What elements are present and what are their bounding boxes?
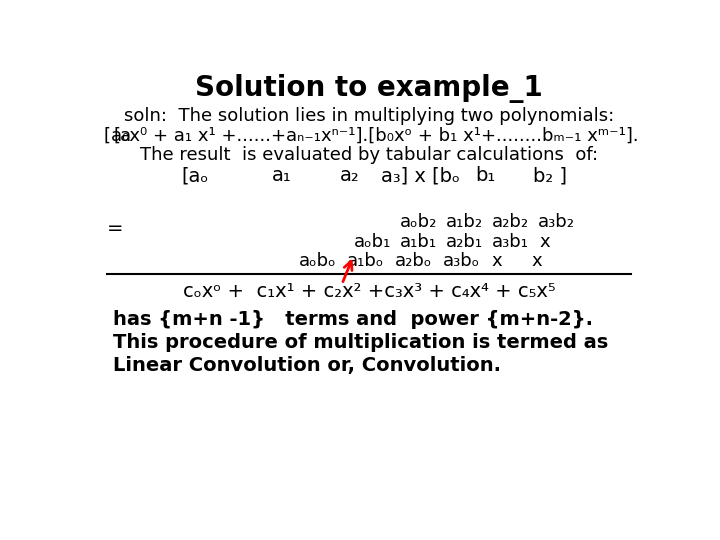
Text: a₂b₁: a₂b₁ — [446, 233, 483, 251]
Text: x: x — [492, 252, 502, 270]
Text: a₁bₒ: a₁bₒ — [347, 252, 384, 270]
Text: [a₀x⁰ + a₁ x¹ +......+aₙ₋₁xⁿ⁻¹].[b₀xᵒ + b₁ x¹+........bₘ₋₁ xᵐ⁻¹].: [a₀x⁰ + a₁ x¹ +......+aₙ₋₁xⁿ⁻¹].[b₀xᵒ + … — [104, 126, 639, 144]
Text: has {m+n -1}   terms and  power {m+n-2}.: has {m+n -1} terms and power {m+n-2}. — [113, 309, 593, 329]
Text: a₃bₒ: a₃bₒ — [443, 252, 480, 270]
Text: This procedure of multiplication is termed as: This procedure of multiplication is term… — [113, 333, 608, 352]
Text: a₁b₂: a₁b₂ — [446, 213, 483, 232]
Text: [a: [a — [113, 126, 131, 144]
Text: a₂b₂: a₂b₂ — [492, 213, 529, 232]
Text: Linear Convolution or, Convolution.: Linear Convolution or, Convolution. — [113, 356, 501, 375]
Text: soln:  The solution lies in multiplying two polynomials:: soln: The solution lies in multiplying t… — [124, 107, 614, 125]
Text: aₒbₒ: aₒbₒ — [300, 252, 337, 270]
Text: =: = — [107, 219, 124, 238]
Text: x: x — [532, 252, 542, 270]
Text: a₃] x [bₒ: a₃] x [bₒ — [381, 166, 459, 185]
Text: Solution to example_1: Solution to example_1 — [195, 74, 543, 103]
Text: b₁: b₁ — [475, 166, 495, 185]
Text: aₒb₂: aₒb₂ — [400, 213, 437, 232]
Text: a₃b₁: a₃b₁ — [492, 233, 529, 251]
Text: a₂: a₂ — [341, 166, 360, 185]
Text: x: x — [539, 233, 550, 251]
Text: cₒxᵒ +  c₁x¹ + c₂x² +c₃x³ + c₄x⁴ + c₅x⁵: cₒxᵒ + c₁x¹ + c₂x² +c₃x³ + c₄x⁴ + c₅x⁵ — [183, 282, 555, 301]
Text: a₂bₒ: a₂bₒ — [395, 252, 432, 270]
Text: aₒb₁: aₒb₁ — [354, 233, 391, 251]
Text: a₃b₂: a₃b₂ — [538, 213, 575, 232]
Text: The result  is evaluated by tabular calculations  of:: The result is evaluated by tabular calcu… — [140, 146, 598, 164]
Text: a₁b₁: a₁b₁ — [400, 233, 437, 251]
Text: a₁: a₁ — [272, 166, 292, 185]
Text: b₂ ]: b₂ ] — [534, 166, 567, 185]
Text: [aₒ: [aₒ — [181, 166, 209, 185]
